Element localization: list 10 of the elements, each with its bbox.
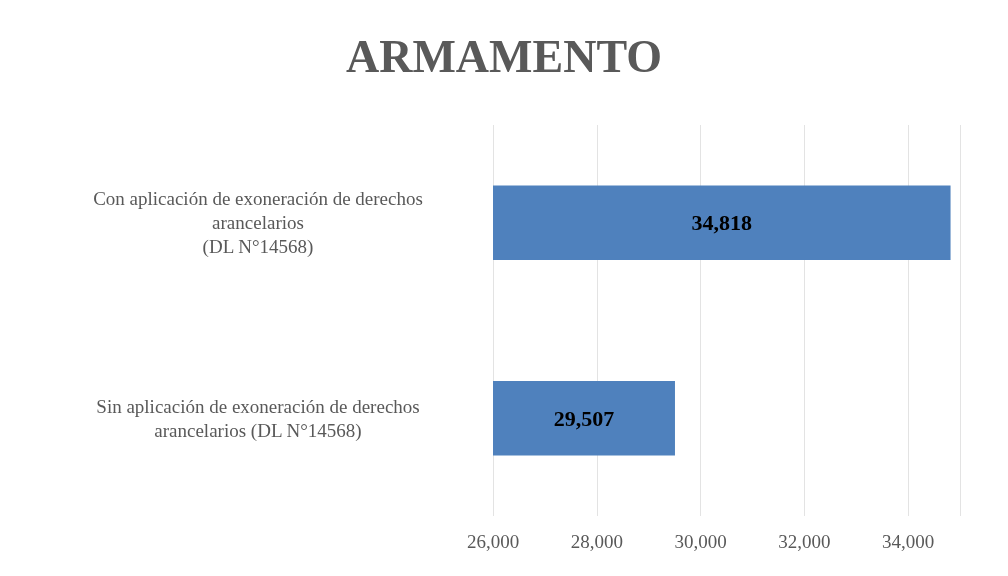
data-label: 29,507 xyxy=(553,405,615,431)
x-tick-label: 26,000 xyxy=(466,531,520,552)
data-label: 34,818 xyxy=(691,210,753,236)
x-tick-label: 32,000 xyxy=(778,531,831,552)
y-tick-label: Con aplicación de exoneración de derechos arancelarios (DL N°14568) xyxy=(93,188,423,259)
x-tick-label: 34,000 xyxy=(881,531,935,552)
chart-title: ARMAMENTO xyxy=(345,30,663,82)
y-tick-label: Sin aplicación de exoneración de derechos arancelarios (DL N°14568) xyxy=(96,395,420,442)
x-tick-label: 30,000 xyxy=(674,531,727,552)
x-tick-label: 28,000 xyxy=(570,531,623,552)
